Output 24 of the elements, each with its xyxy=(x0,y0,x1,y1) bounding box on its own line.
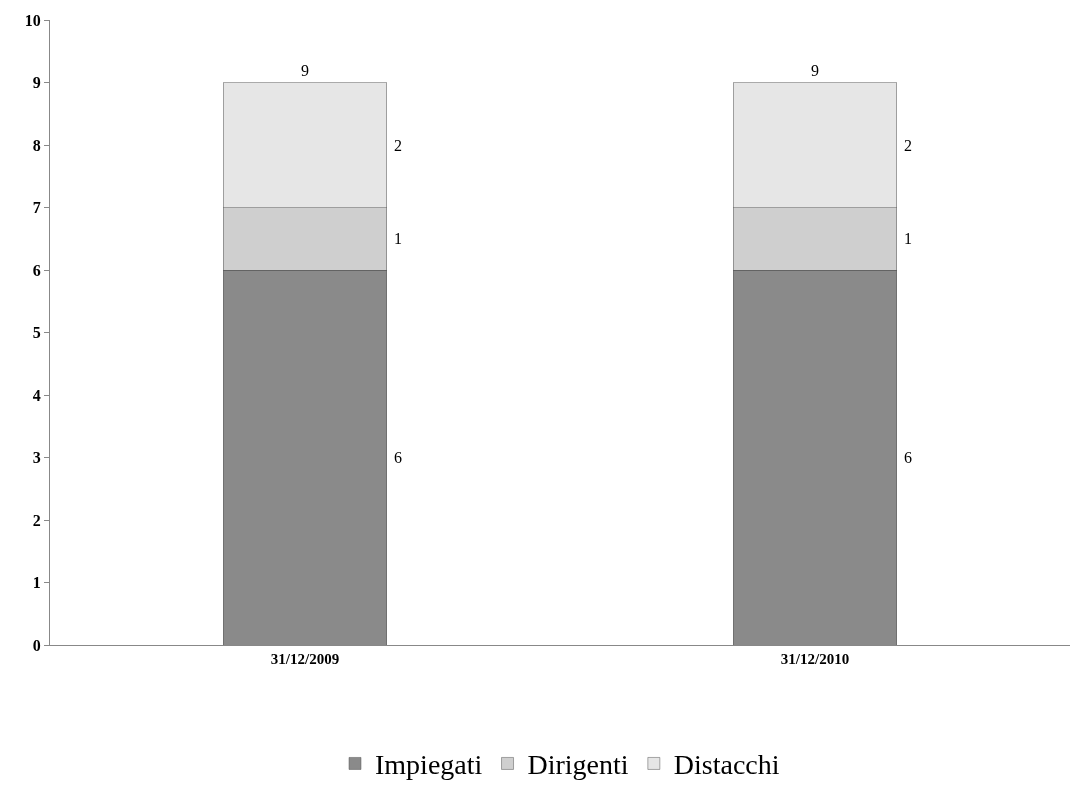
y-tick-label: 9 xyxy=(32,74,41,92)
total-label: 9 xyxy=(811,62,819,79)
data-label: 6 xyxy=(394,449,402,466)
data-label: 6 xyxy=(904,449,912,466)
x-tick-label: 31/12/2010 xyxy=(780,651,850,667)
total-label: 9 xyxy=(301,62,309,79)
data-label: 1 xyxy=(394,230,402,247)
y-tick-label: 7 xyxy=(32,199,41,217)
y-tick-label: 5 xyxy=(32,324,41,342)
y-tick-label: 10 xyxy=(24,11,41,29)
y-tick-label: 0 xyxy=(32,636,41,654)
y-tick-label: 1 xyxy=(32,574,41,592)
y-tick-label: 2 xyxy=(32,511,41,529)
y-tick-label: 4 xyxy=(32,386,41,404)
legend-label: Impiegati xyxy=(375,749,483,781)
data-label: 2 xyxy=(394,137,402,154)
legend-label: Distacchi xyxy=(673,749,780,781)
x-tick-label: 31/12/2009 xyxy=(270,651,340,667)
y-tick-label: 3 xyxy=(32,449,41,467)
data-label: 1 xyxy=(904,230,912,247)
y-tick-label: 6 xyxy=(32,261,41,279)
data-label: 2 xyxy=(904,137,912,154)
y-tick-label: 8 xyxy=(32,136,41,154)
legend-label: Dirigenti xyxy=(527,749,629,781)
